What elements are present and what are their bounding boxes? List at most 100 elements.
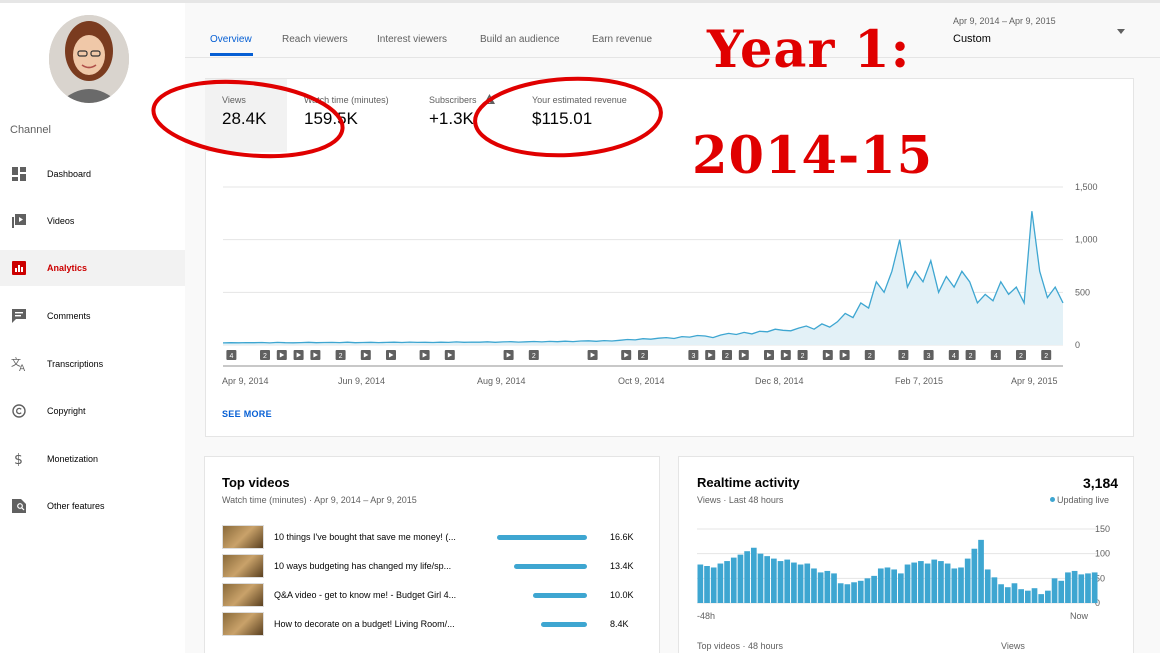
realtime-bar[interactable] <box>1065 572 1071 603</box>
realtime-bar[interactable] <box>1031 588 1038 603</box>
realtime-bar[interactable] <box>744 551 750 603</box>
tab-earn-revenue[interactable]: Earn revenue <box>592 34 653 45</box>
video-publish-marker[interactable] <box>764 350 774 360</box>
realtime-bar[interactable] <box>938 561 944 603</box>
sidebar-item-dashboard[interactable]: Dashboard <box>0 156 185 192</box>
video-publish-marker[interactable] <box>276 350 287 360</box>
metric-views[interactable]: Views 28.4K <box>205 79 287 152</box>
realtime-bar[interactable] <box>1004 587 1011 603</box>
video-publish-marker[interactable] <box>839 350 850 360</box>
video-title[interactable]: 10 things I've bought that save me money… <box>274 532 456 542</box>
date-range-text[interactable]: Apr 9, 2014 – Apr 9, 2015 <box>953 16 1056 26</box>
realtime-bar[interactable] <box>797 564 804 603</box>
list-item[interactable]: 10 ways budgeting has changed my life/sp… <box>222 554 642 578</box>
sidebar-item-monetization[interactable]: $ Monetization <box>0 441 185 477</box>
video-publish-marker[interactable]: 2 <box>722 350 732 360</box>
realtime-bar[interactable] <box>784 559 791 603</box>
realtime-bar[interactable] <box>697 564 704 603</box>
realtime-bar[interactable] <box>951 568 958 603</box>
realtime-bar[interactable] <box>851 582 857 603</box>
realtime-bar[interactable] <box>978 539 984 603</box>
realtime-bar[interactable] <box>844 584 851 603</box>
realtime-bar[interactable] <box>931 559 938 603</box>
realtime-bar[interactable] <box>944 563 951 603</box>
realtime-bar[interactable] <box>1024 590 1031 603</box>
realtime-bar[interactable] <box>871 575 877 603</box>
video-title[interactable]: Q&A video - get to know me! - Budget Gir… <box>274 590 457 600</box>
realtime-bar[interactable] <box>1018 589 1024 603</box>
sidebar-item-other-features[interactable]: Other features <box>0 488 185 524</box>
realtime-bar[interactable] <box>1058 580 1065 603</box>
tab-reach-viewers[interactable]: Reach viewers <box>282 34 348 45</box>
realtime-bar[interactable] <box>710 567 717 603</box>
realtime-bar[interactable] <box>1045 590 1051 603</box>
video-publish-marker[interactable] <box>293 350 304 360</box>
realtime-bar[interactable] <box>984 569 991 603</box>
warning-icon[interactable] <box>484 94 495 104</box>
video-publish-marker[interactable] <box>310 350 321 360</box>
video-publish-marker[interactable] <box>705 350 716 360</box>
video-publish-marker[interactable] <box>503 350 514 360</box>
video-publish-marker[interactable] <box>780 350 791 360</box>
realtime-bar[interactable] <box>924 563 931 603</box>
video-publish-marker[interactable]: 2 <box>797 350 808 360</box>
video-publish-marker[interactable] <box>587 350 598 360</box>
realtime-bar[interactable] <box>704 566 710 603</box>
video-publish-marker[interactable]: 2 <box>1041 350 1052 360</box>
realtime-bar[interactable] <box>824 570 831 603</box>
realtime-bar[interactable] <box>991 577 998 603</box>
video-publish-marker[interactable]: 2 <box>260 350 270 360</box>
sidebar-item-comments[interactable]: Comments <box>0 298 185 334</box>
realtime-bar[interactable] <box>891 569 897 603</box>
tab-interest-viewers[interactable]: Interest viewers <box>377 34 448 45</box>
realtime-bar[interactable] <box>804 563 811 603</box>
realtime-bar[interactable] <box>737 554 744 603</box>
video-publish-marker[interactable] <box>360 350 371 360</box>
realtime-bar-chart[interactable]: 150 100 50 0 -48h Now <box>678 520 1134 630</box>
video-publish-marker[interactable]: 2 <box>638 350 648 360</box>
realtime-bar[interactable] <box>884 567 891 603</box>
realtime-bar[interactable] <box>998 584 1004 603</box>
video-publish-marker[interactable] <box>386 350 396 360</box>
video-publish-marker[interactable] <box>621 350 632 360</box>
realtime-bar[interactable] <box>837 583 844 603</box>
video-thumbnail[interactable] <box>222 583 264 607</box>
realtime-bar[interactable] <box>1071 570 1078 603</box>
chevron-down-icon[interactable] <box>1117 29 1125 34</box>
date-preset-select[interactable]: Custom <box>953 33 991 45</box>
video-title[interactable]: 10 ways budgeting has changed my life/sp… <box>274 561 452 571</box>
realtime-bar[interactable] <box>904 564 911 603</box>
realtime-bar[interactable] <box>717 563 724 603</box>
realtime-bar[interactable] <box>1011 583 1018 603</box>
video-publish-marker[interactable]: 4 <box>226 350 237 360</box>
realtime-bar[interactable] <box>817 572 824 603</box>
realtime-bar[interactable] <box>730 557 737 603</box>
realtime-bar[interactable] <box>857 580 864 603</box>
video-thumbnail[interactable] <box>222 525 264 549</box>
realtime-bar[interactable] <box>918 561 924 603</box>
see-more-link[interactable]: SEE MORE <box>222 409 272 419</box>
realtime-bar[interactable] <box>777 561 784 603</box>
metric-watch-time[interactable]: Watch time (minutes) 159.5K <box>287 79 409 152</box>
realtime-bar[interactable] <box>750 547 757 603</box>
tab-build-audience[interactable]: Build an audience <box>480 34 560 45</box>
realtime-bar[interactable] <box>757 553 764 603</box>
realtime-bar[interactable] <box>1085 573 1091 603</box>
video-publish-marker[interactable]: 4 <box>990 350 1001 360</box>
video-thumbnail[interactable] <box>222 612 264 636</box>
avatar[interactable] <box>49 15 129 103</box>
video-publish-marker[interactable]: 2 <box>528 350 539 360</box>
video-publish-marker[interactable]: 3 <box>923 350 934 360</box>
list-item[interactable]: How to decorate on a budget! Living Room… <box>222 612 642 636</box>
metric-subscribers[interactable]: Subscribers +1.3K <box>412 79 512 152</box>
sidebar-item-analytics[interactable]: Analytics <box>0 250 185 286</box>
realtime-bar[interactable] <box>831 573 837 603</box>
video-publish-marker[interactable]: 4 <box>948 350 959 360</box>
video-publish-marker[interactable] <box>444 350 455 360</box>
video-thumbnail[interactable] <box>222 554 264 578</box>
tab-overview[interactable]: Overview <box>210 34 252 45</box>
video-publish-marker[interactable]: 2 <box>898 350 909 360</box>
views-line-chart[interactable]: 1,500 1,000 500 0 4 2 2 2 2 3 2 2 2 2 3 4 2 4 2 2 Apr 9, 201… <box>205 170 1134 395</box>
metric-estimated-revenue[interactable]: Your estimated revenue $115.01 <box>515 79 665 152</box>
